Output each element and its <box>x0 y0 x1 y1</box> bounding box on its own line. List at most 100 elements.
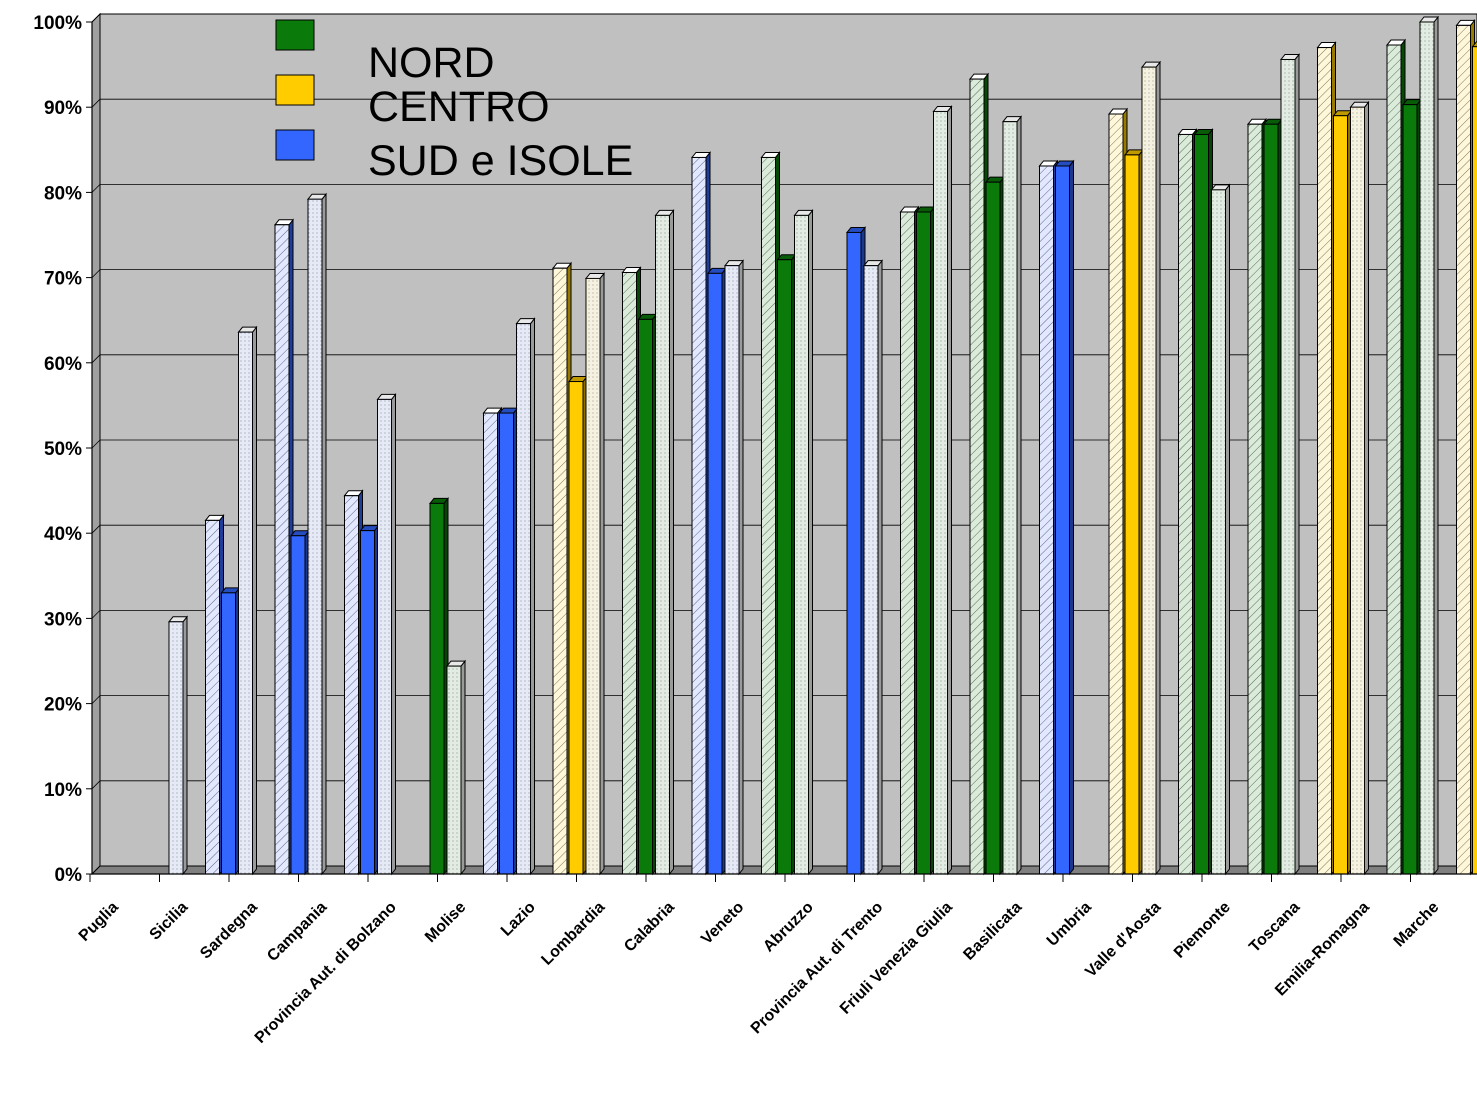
x-tick-label: Provincia Aut. di Trento <box>748 899 887 1038</box>
bar <box>932 105 953 876</box>
bar <box>862 259 884 876</box>
bar-front <box>1402 104 1418 875</box>
gridline-side <box>91 695 101 704</box>
bar <box>1123 148 1145 876</box>
bar-side <box>252 325 257 876</box>
bar-tint <box>586 278 600 874</box>
legend-swatch <box>275 74 315 106</box>
bar-front <box>1194 133 1209 875</box>
bar-front <box>777 259 792 875</box>
y-tick-label: 50% <box>44 439 82 460</box>
bar-side <box>1364 100 1369 876</box>
y-tick-label: 70% <box>44 269 82 290</box>
bar <box>1210 183 1231 876</box>
bar-tint <box>1003 121 1017 874</box>
bar-side <box>321 192 327 876</box>
x-tick-label: Calabria <box>621 899 678 956</box>
y-tick-label: 30% <box>44 609 82 630</box>
bar <box>498 406 519 876</box>
bar <box>273 218 295 876</box>
x-tick-label: Sicilia <box>147 899 192 944</box>
y-tick-label: 60% <box>44 354 82 375</box>
bar-side <box>182 615 188 876</box>
bar <box>1455 18 1476 876</box>
bar-tint <box>1142 67 1156 874</box>
bar-side <box>947 105 952 876</box>
bar <box>220 586 241 876</box>
bar <box>637 312 658 876</box>
bar-side <box>530 317 535 876</box>
bar <box>167 615 189 876</box>
x-tick-label: Valle d'Aosta <box>1082 899 1164 981</box>
bar-side <box>669 208 674 876</box>
bar <box>482 406 503 876</box>
bar-tint <box>308 199 322 874</box>
bar-hatch <box>691 156 707 875</box>
bar <box>706 266 728 876</box>
bar <box>1262 117 1284 876</box>
bar <box>237 325 258 876</box>
gridline-side <box>91 354 101 364</box>
bar-hatch <box>344 495 359 875</box>
bar <box>343 489 364 876</box>
bar-tint <box>1211 189 1226 874</box>
bar <box>723 259 745 876</box>
bar-hatch <box>274 224 290 875</box>
x-tick-label: Molise <box>422 899 469 946</box>
bar-front <box>568 381 584 875</box>
legend-swatch <box>275 19 315 51</box>
gridline-side <box>91 524 101 534</box>
bar <box>306 192 328 876</box>
x-tick-label: Basilicata <box>960 899 1025 964</box>
y-tick-label: 100% <box>33 13 82 34</box>
x-tick-label: Puglia <box>76 899 122 945</box>
legend-label: CENTRO <box>368 83 550 131</box>
bar-tint <box>377 399 392 874</box>
bar-hatch <box>900 211 915 875</box>
bar-side <box>1155 60 1161 876</box>
bar-hatch <box>1178 133 1193 875</box>
gridline-side <box>91 269 101 278</box>
bar-tint <box>655 215 670 875</box>
bar <box>1401 98 1423 876</box>
bar <box>1001 115 1023 876</box>
bar-hatch <box>1317 47 1332 875</box>
bar-side <box>1016 115 1022 876</box>
bar <box>984 175 1006 876</box>
bar <box>1418 15 1440 876</box>
y-tick-label: 90% <box>44 98 82 119</box>
bar <box>1316 41 1337 876</box>
bar-side <box>391 393 396 876</box>
bar-tint <box>864 265 878 874</box>
gridline-side <box>91 13 101 23</box>
x-tick-label: Marche <box>1391 899 1443 951</box>
bar-front <box>499 412 514 875</box>
bar-hatch <box>622 271 637 875</box>
gridline-side <box>91 184 101 193</box>
gridline-side <box>91 610 101 619</box>
gridline-side <box>91 439 101 449</box>
bar <box>845 226 867 876</box>
bar <box>690 151 712 876</box>
x-tick-label: Piemonte <box>1171 899 1234 962</box>
bar <box>567 375 589 876</box>
bar-hatch <box>761 156 776 875</box>
bar <box>1107 107 1129 876</box>
bar-hatch <box>1108 113 1124 875</box>
bar-front <box>1333 115 1348 875</box>
y-tick-label: 0% <box>55 865 83 886</box>
bar-front <box>985 181 1001 875</box>
bar <box>968 72 990 876</box>
x-tick-label: Lombardia <box>538 899 608 969</box>
y-tick-label: 80% <box>44 183 82 204</box>
bar <box>1054 159 1075 876</box>
bar-side <box>1294 53 1300 876</box>
x-tick-label: Sardegna <box>197 899 261 963</box>
bar-front <box>638 318 653 875</box>
bar-tint <box>169 621 183 874</box>
bar <box>1246 117 1268 876</box>
bar-tint <box>1281 59 1295 875</box>
bar-side <box>460 659 466 876</box>
